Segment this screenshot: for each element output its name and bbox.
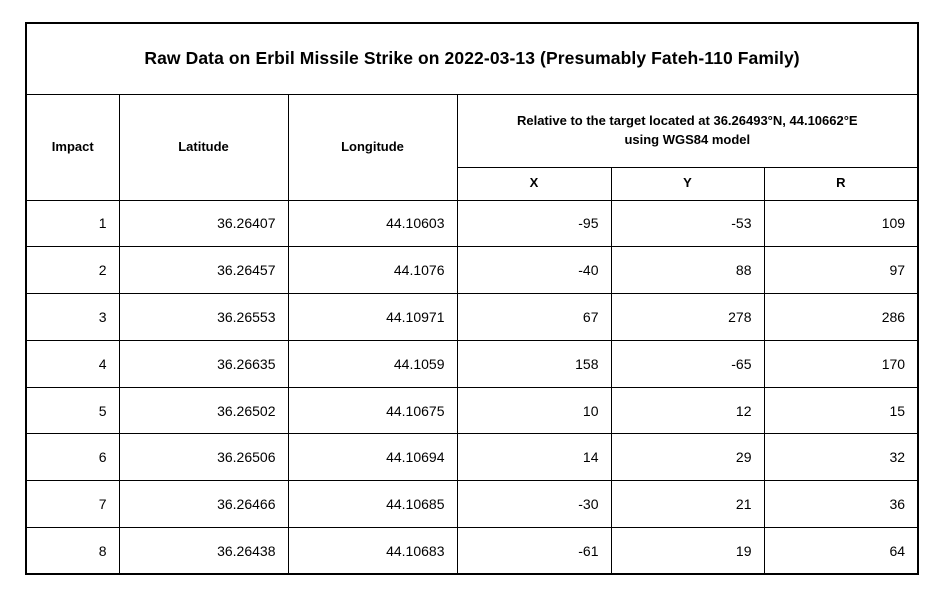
cell-y: 278 bbox=[610, 293, 765, 341]
cell-longitude: 44.10971 bbox=[287, 293, 458, 341]
table-row: 7 36.26466 44.10685 -30 21 36 bbox=[25, 480, 919, 529]
column-header-impact: Impact bbox=[25, 93, 120, 201]
cell-r: 36 bbox=[763, 480, 919, 529]
cell-x: 158 bbox=[456, 339, 612, 388]
table-row: 5 36.26502 44.10675 10 12 15 bbox=[25, 386, 919, 435]
cell-x: -40 bbox=[456, 246, 612, 295]
cell-x: 14 bbox=[456, 433, 612, 482]
cell-latitude: 36.26438 bbox=[118, 527, 289, 575]
cell-x: -61 bbox=[456, 527, 612, 575]
column-header-r: R bbox=[763, 166, 919, 201]
cell-x: -30 bbox=[456, 480, 612, 529]
cell-r: 15 bbox=[763, 386, 919, 435]
cell-latitude: 36.26553 bbox=[118, 293, 289, 341]
cell-r: 109 bbox=[763, 199, 919, 248]
cell-x: -95 bbox=[456, 199, 612, 248]
header-row: Impact Latitude Longitude Relative to th… bbox=[25, 93, 919, 201]
raw-data-table-container: Raw Data on Erbil Missile Strike on 2022… bbox=[25, 22, 920, 576]
table-row: 3 36.26553 44.10971 67 278 286 bbox=[25, 293, 919, 341]
cell-latitude: 36.26502 bbox=[118, 386, 289, 435]
cell-y: 29 bbox=[610, 433, 765, 482]
cell-impact: 6 bbox=[25, 433, 120, 482]
column-header-latitude: Latitude bbox=[118, 93, 289, 201]
cell-r: 64 bbox=[763, 527, 919, 575]
cell-longitude: 44.1076 bbox=[287, 246, 458, 295]
cell-latitude: 36.26466 bbox=[118, 480, 289, 529]
cell-longitude: 44.10675 bbox=[287, 386, 458, 435]
cell-latitude: 36.26457 bbox=[118, 246, 289, 295]
cell-y: 21 bbox=[610, 480, 765, 529]
cell-y: 19 bbox=[610, 527, 765, 575]
cell-r: 97 bbox=[763, 246, 919, 295]
group-header-relative-target: Relative to the target located at 36.264… bbox=[456, 93, 919, 168]
cell-r: 286 bbox=[763, 293, 919, 341]
cell-latitude: 36.26407 bbox=[118, 199, 289, 248]
cell-latitude: 36.26635 bbox=[118, 339, 289, 388]
raw-data-table: Raw Data on Erbil Missile Strike on 2022… bbox=[25, 22, 920, 576]
table-row: 6 36.26506 44.10694 14 29 32 bbox=[25, 433, 919, 482]
cell-impact: 1 bbox=[25, 199, 120, 248]
cell-y: 88 bbox=[610, 246, 765, 295]
cell-y: -53 bbox=[610, 199, 765, 248]
table-row: 8 36.26438 44.10683 -61 19 64 bbox=[25, 527, 919, 575]
cell-latitude: 36.26506 bbox=[118, 433, 289, 482]
cell-y: 12 bbox=[610, 386, 765, 435]
cell-x: 67 bbox=[456, 293, 612, 341]
cell-impact: 8 bbox=[25, 527, 120, 575]
cell-impact: 4 bbox=[25, 339, 120, 388]
cell-impact: 5 bbox=[25, 386, 120, 435]
cell-r: 170 bbox=[763, 339, 919, 388]
page-title: Raw Data on Erbil Missile Strike on 2022… bbox=[25, 22, 919, 95]
sub-header-row: X Y R bbox=[26, 166, 919, 201]
cell-impact: 3 bbox=[25, 293, 120, 341]
cell-y: -65 bbox=[610, 339, 765, 388]
table-row: 2 36.26457 44.1076 -40 88 97 bbox=[25, 246, 919, 295]
column-header-x: X bbox=[456, 166, 612, 201]
cell-longitude: 44.10694 bbox=[287, 433, 458, 482]
cell-x: 10 bbox=[456, 386, 612, 435]
table-row: 1 36.26407 44.10603 -95 -53 109 bbox=[25, 199, 919, 248]
column-header-y: Y bbox=[610, 166, 765, 201]
table-row: 4 36.26635 44.1059 158 -65 170 bbox=[25, 339, 919, 388]
cell-impact: 7 bbox=[25, 480, 120, 529]
title-row: Raw Data on Erbil Missile Strike on 2022… bbox=[25, 22, 919, 95]
cell-impact: 2 bbox=[25, 246, 120, 295]
cell-longitude: 44.1059 bbox=[287, 339, 458, 388]
cell-longitude: 44.10603 bbox=[287, 199, 458, 248]
column-header-longitude: Longitude bbox=[287, 93, 458, 201]
cell-longitude: 44.10683 bbox=[287, 527, 458, 575]
cell-longitude: 44.10685 bbox=[287, 480, 458, 529]
cell-r: 32 bbox=[763, 433, 919, 482]
